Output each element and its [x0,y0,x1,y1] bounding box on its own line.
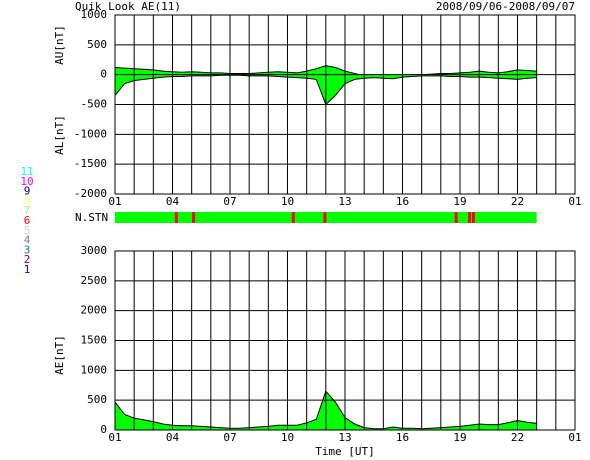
y-tick-label: 1000 [81,8,108,21]
y-axis-label: AU[nT] [53,25,66,65]
y-axis-label: AL[nT] [53,115,66,155]
legend-label: 3 [24,243,31,256]
y-tick-label: -1000 [74,127,107,140]
station-drop [471,212,475,223]
x-tick-label: 19 [453,431,466,444]
x-tick-label: 04 [166,195,180,208]
legend-label: 5 [24,224,31,237]
legend-label: 9 [24,185,31,198]
legend-label: 6 [24,214,31,227]
y-tick-label: 500 [87,393,107,406]
x-tick-label: 16 [396,431,409,444]
x-tick-label: 01 [108,431,121,444]
x-tick-label: 16 [396,195,409,208]
strip-label: N.STN [75,211,108,224]
legend-label: 7 [24,204,31,217]
legend-label: 2 [24,253,31,266]
y-tick-label: 1000 [81,363,108,376]
y-axis-label: AE[nT] [53,335,66,375]
y-tick-label: 2000 [81,304,108,317]
y-tick-label: 1500 [81,334,108,347]
x-tick-label: 07 [223,431,236,444]
y-tick-label: 3000 [81,244,108,257]
x-tick-label: 01 [108,195,121,208]
legend-label: 10 [20,175,33,188]
y-tick-label: -500 [81,98,108,111]
station-drop [291,212,295,223]
x-tick-label: 13 [338,195,351,208]
plot-frame [114,250,576,431]
station-drop [468,212,472,223]
x-tick-label: 01 [568,431,581,444]
station-drop [323,212,327,223]
x-tick-label: 22 [511,195,524,208]
chart-subtitle: 2008/09/06-2008/09/07 [436,0,575,13]
plot-frame [114,14,576,195]
legend-label: 11 [20,165,33,178]
x-tick-label: 01 [568,195,581,208]
x-axis-label: Time [UT] [315,445,375,458]
x-tick-label: 07 [223,195,236,208]
x-tick-label: 19 [453,195,466,208]
y-tick-label: 0 [100,68,107,81]
station-drop [174,212,178,223]
y-tick-label: 2500 [81,274,108,287]
y-tick-label: -1500 [74,157,107,170]
y-tick-label: -2000 [74,187,107,200]
y-tick-label: 0 [100,423,107,436]
legend-label: 1 [24,263,31,276]
legend-label: 8 [24,194,31,207]
station-drop [454,212,458,223]
legend-label: 4 [24,234,31,247]
x-tick-label: 22 [511,431,524,444]
x-tick-label: 10 [281,195,294,208]
station-drop [192,212,196,223]
x-tick-label: 13 [338,431,351,444]
x-tick-label: 10 [281,431,294,444]
chart-title: Quik Look AE(11) [75,0,181,13]
y-tick-label: 500 [87,38,107,51]
x-tick-label: 04 [166,431,180,444]
